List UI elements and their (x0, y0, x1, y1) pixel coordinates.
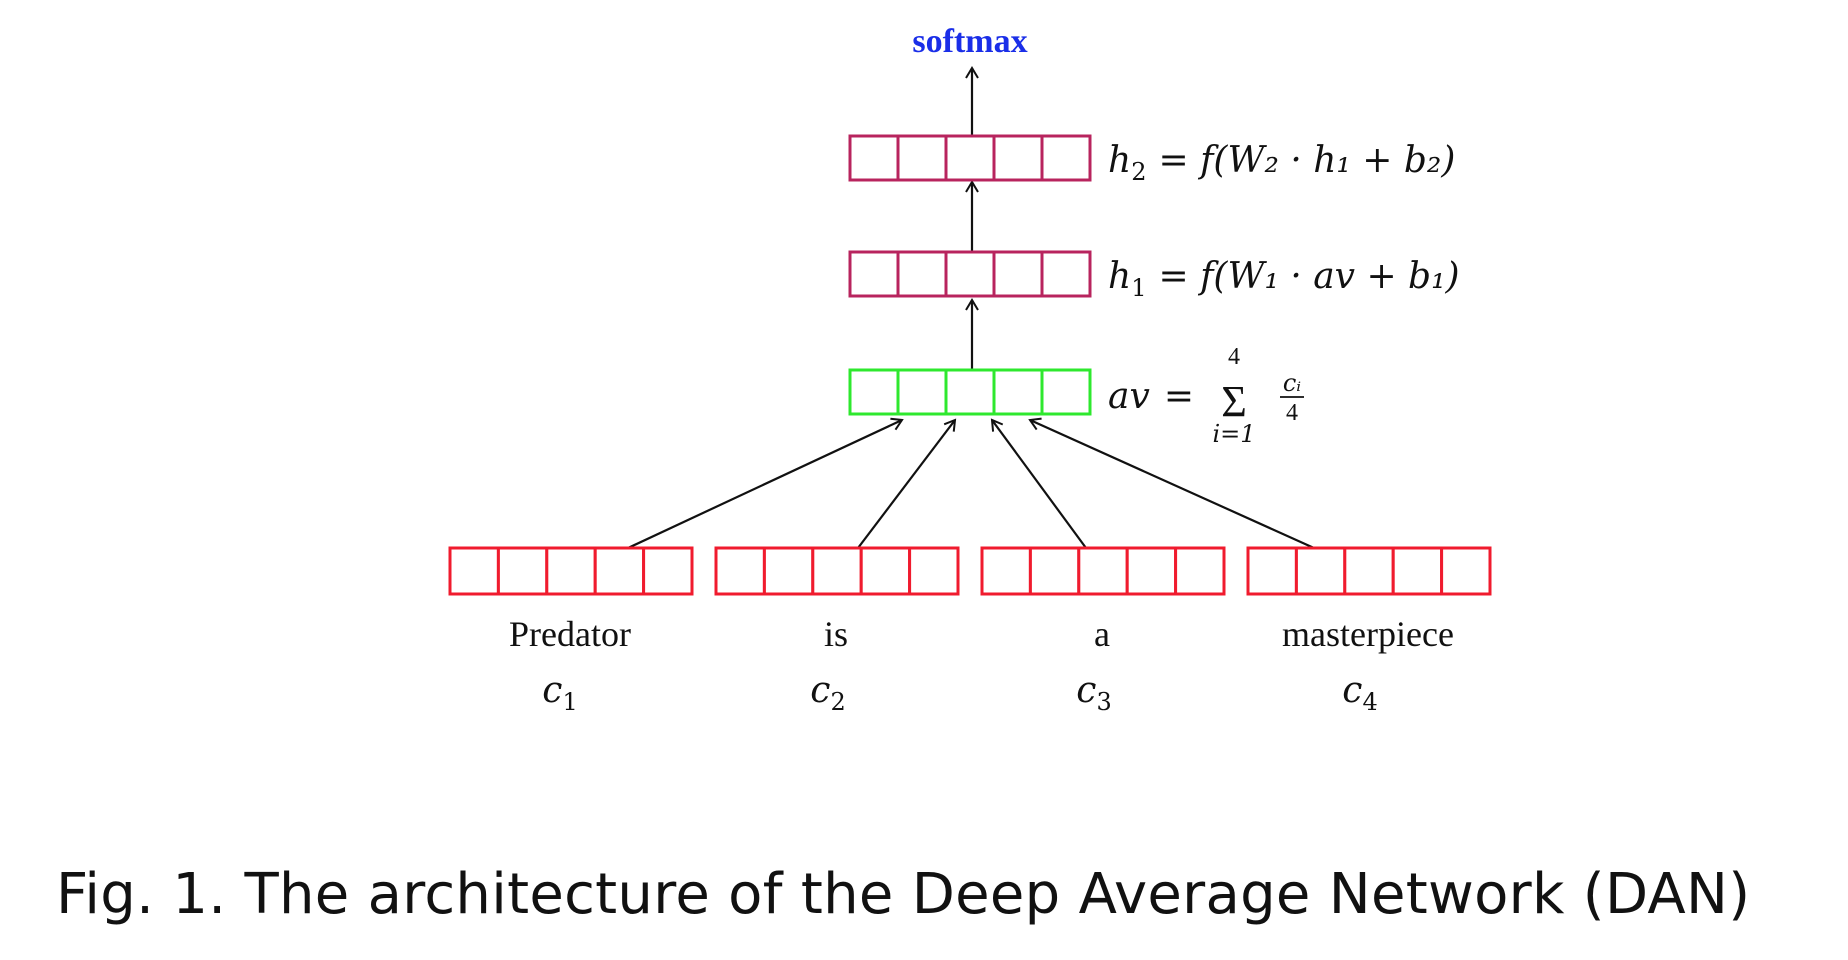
sum-lower: i=1 (1212, 420, 1255, 448)
word-var-c2: c2 (810, 670, 845, 716)
word-vector-c3-cell (1028, 546, 1081, 596)
word-vector-c3-cell (1077, 546, 1129, 596)
av-lhs: av = (1108, 376, 1194, 417)
h1-vector-cell (944, 250, 996, 298)
word-vector-c1-cell (545, 546, 597, 596)
h1-vector (848, 250, 1092, 298)
word-vector-c2-cell (714, 546, 766, 596)
av-vector-cell (896, 368, 948, 416)
av-equation: av = 4 Σ i=1 cᵢ 4 (1108, 344, 1304, 448)
sum-upper: 4 (1228, 344, 1240, 370)
word-vector-c4-cell (1246, 546, 1298, 596)
word-vector-c1-cell (496, 546, 549, 596)
word-var-c1: c1 (542, 670, 577, 716)
h2-equation: h2 = f(W₂ · h₁ + b₂) (1108, 140, 1455, 186)
h2-vector-cell (944, 134, 996, 182)
av-vector-cell (848, 368, 900, 416)
h1-equation: h1 = f(W₁ · av + b₁) (1108, 256, 1460, 302)
arrow-c4-to-av (1028, 417, 1315, 550)
av-vector-cell (944, 368, 996, 416)
word-vector-c1 (448, 546, 694, 596)
word-vector-c3 (980, 546, 1226, 596)
word-vector-c2-cell (859, 546, 912, 596)
h1-vector-cell (992, 250, 1044, 298)
word-vector-c3-cell (1125, 546, 1178, 596)
av-vector (848, 368, 1092, 416)
arrow-c1-to-av (627, 417, 904, 549)
word-var-c3: c3 (1076, 670, 1111, 716)
av-vector-cell (1040, 368, 1092, 416)
word-label-a: a (1094, 614, 1110, 654)
word-label-masterpiece: masterpiece (1282, 614, 1454, 654)
word-vector-c2-cell (762, 546, 815, 596)
word-label-predator: Predator (509, 614, 631, 654)
h2-vector-cell (848, 134, 900, 182)
word-vector-c4 (1246, 546, 1492, 596)
av-vector-cell (992, 368, 1044, 416)
arrow-c2-to-av (857, 418, 957, 549)
vector-layer (448, 134, 1492, 596)
h1-sub: 1 (1131, 274, 1146, 302)
word-vector-c2 (714, 546, 960, 596)
word-vector-c1-cell (642, 546, 694, 596)
word-vector-c3-cell (1174, 546, 1226, 596)
h2-vector (848, 134, 1092, 182)
word-vector-c4-cell (1391, 546, 1444, 596)
h1-vector-cell (848, 250, 900, 298)
figure-caption: Fig. 1. The architecture of the Deep Ave… (56, 862, 1751, 927)
word-vector-c1-cell (448, 546, 500, 596)
word-vector-c2-cell (908, 546, 960, 596)
h1-vector-cell (1040, 250, 1092, 298)
h2-sub: 2 (1131, 158, 1146, 186)
h2-vector-cell (1040, 134, 1092, 182)
word-vector-c4-cell (1440, 546, 1492, 596)
h2-vector-cell (896, 134, 948, 182)
frac-denominator: 4 (1286, 400, 1298, 426)
word-vector-c2-cell (811, 546, 863, 596)
word-var-c4: c4 (1342, 670, 1377, 716)
h1-rhs: = f(W₁ · av + b₁) (1158, 256, 1459, 297)
word-label-is: is (824, 614, 848, 654)
word-vector-c4-cell (1343, 546, 1395, 596)
h2-lhs: h (1108, 140, 1131, 181)
sigma-symbol: Σ (1221, 377, 1247, 426)
h1-vector-cell (896, 250, 948, 298)
h2-vector-cell (992, 134, 1044, 182)
arrow-c3-to-av (990, 418, 1087, 549)
word-vector-c4-cell (1294, 546, 1347, 596)
h2-rhs: = f(W₂ · h₁ + b₂) (1158, 140, 1455, 181)
softmax-label: softmax (912, 23, 1027, 60)
word-vector-c1-cell (593, 546, 646, 596)
word-vector-c3-cell (980, 546, 1032, 596)
h1-lhs: h (1108, 256, 1131, 297)
frac-numerator: cᵢ (1283, 369, 1301, 397)
